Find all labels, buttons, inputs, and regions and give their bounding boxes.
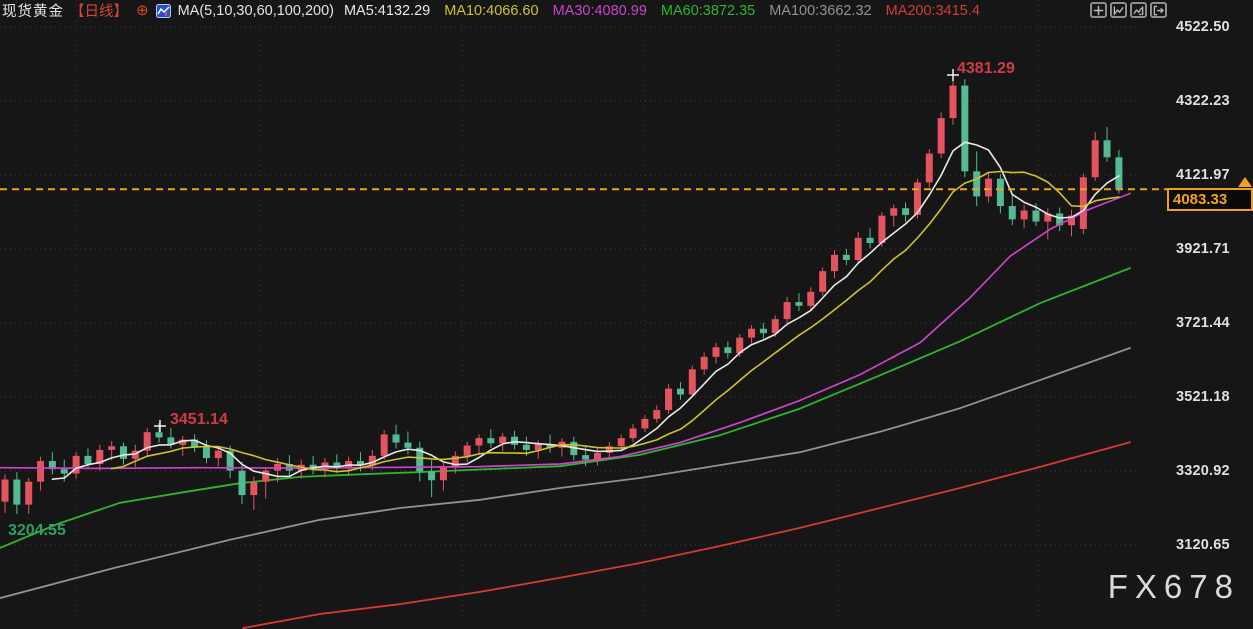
current-price-value: 4083.33 [1173, 191, 1228, 208]
price-arrow-marker [1238, 177, 1252, 187]
kline-logo-icon[interactable] [155, 3, 171, 18]
chart-toolbar [1090, 2, 1167, 18]
swing-cross-marker [154, 420, 166, 432]
axis-tick-label: 4322.23 [1176, 93, 1230, 109]
ma-line-ma60 [0, 267, 1131, 549]
ma-line-ma10 [110, 170, 1120, 473]
restore-scale-left-icon[interactable] [1110, 2, 1127, 18]
price-annotation: 3451.14 [170, 411, 228, 428]
symbol-name: 现货黄金 [2, 4, 64, 20]
ma-line-ma30 [0, 192, 1131, 470]
ma-lines-fast [0, 141, 1131, 480]
period-label[interactable]: 【日线】 [70, 4, 128, 20]
swing-cross-marker [947, 69, 959, 81]
ma-line-ma100 [0, 347, 1131, 599]
crosshair-target-icon[interactable]: ⊕ [136, 2, 149, 19]
ma-legend-2: MA30:4080.99 [552, 2, 647, 19]
ma-legend-3: MA60:3872.35 [660, 2, 756, 19]
exit-chart-icon[interactable] [1150, 2, 1167, 18]
ma-legend-5: MA200:3415.4 [885, 2, 980, 19]
chart-header: 现货黄金 【日线】 ⊕ MA(5,10,30,60,100,200) MA5:4… [2, 1, 994, 21]
ma-line-ma5 [51, 141, 1120, 480]
axis-tick-label: 3921.71 [1176, 241, 1230, 258]
ma-legend-1: MA10:4066.60 [444, 2, 539, 19]
current-price-tag: 4083.33 [1167, 188, 1253, 211]
watermark: FX678 [1107, 568, 1240, 605]
axis-tick-label: 4121.97 [1176, 167, 1230, 184]
axis-tick-label: 3521.18 [1176, 389, 1230, 406]
price-annotation: 4381.29 [957, 60, 1015, 77]
ma-legend-4: MA100:3662.32 [769, 2, 872, 19]
restore-scale-right-icon[interactable] [1130, 2, 1147, 18]
ma-legend-0: MA5:4132.29 [343, 2, 431, 19]
candles-layer [1, 79, 1123, 515]
ma-legend-values: MA5:4132.29 MA10:4066.60 MA30:4080.99 MA60:… [344, 3, 994, 19]
axis-tick-label: 3120.65 [1176, 537, 1230, 554]
axis-tick-label: 4522.50 [1176, 19, 1230, 35]
price-annotation: 3204.55 [8, 522, 66, 539]
ma-lines-slow [0, 267, 1131, 629]
axis-tick-label: 3320.92 [1176, 463, 1230, 480]
move-crosshair-icon[interactable] [1090, 2, 1107, 18]
axis-tick-label: 3721.44 [1176, 315, 1230, 332]
ma-group-label: MA(5,10,30,60,100,200) [177, 2, 334, 19]
ma-line-ma200 [242, 441, 1131, 629]
